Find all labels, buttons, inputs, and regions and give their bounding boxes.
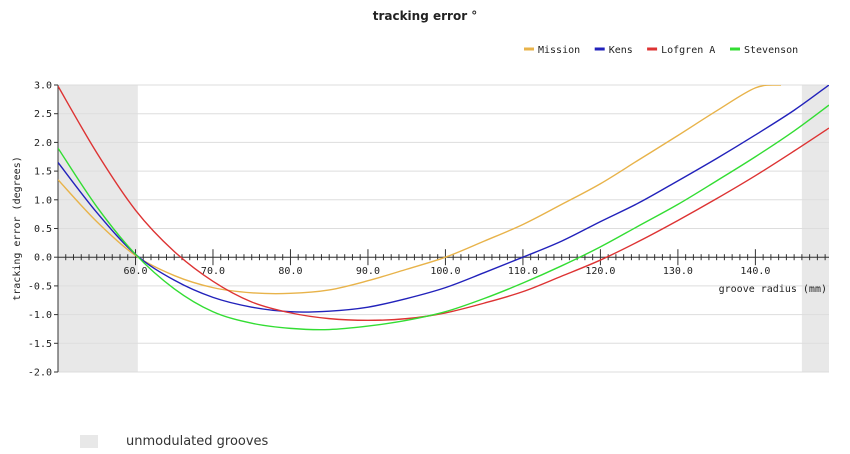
footer-legend: unmodulated grooves (80, 434, 268, 449)
legend-label-kens: Kens (609, 45, 633, 56)
x-tick-label: 70.0 (201, 266, 225, 277)
x-tick-label: 120.0 (585, 266, 615, 277)
y-axis-label: tracking error (degrees) (12, 156, 23, 301)
unmodulated-label: unmodulated grooves (126, 434, 269, 449)
x-tick-label: 140.0 (740, 266, 770, 277)
y-tick-label: -1.0 (28, 310, 52, 321)
y-tick-label: -2.0 (28, 368, 52, 379)
x-tick-label: 80.0 (278, 266, 302, 277)
x-tick-label: 100.0 (430, 266, 460, 277)
y-tick-label: -1.5 (28, 339, 52, 350)
y-tick-label: 0.5 (34, 224, 52, 235)
y-tick-label: 0.0 (34, 253, 52, 264)
y-tick-label: 2.0 (34, 138, 52, 149)
plot-area: 3.0 2.5 2.0 1.5 1.0 0.5 0.0 -0.5 -1.0 -1.5 -2.0 60.… (28, 81, 829, 379)
series-line-mission (58, 85, 782, 295)
y-tick-label: -0.5 (28, 281, 52, 292)
x-tick-label: 90.0 (356, 266, 380, 277)
series-line-kens (58, 85, 829, 313)
y-tick-label: 1.5 (34, 167, 52, 178)
x-tick-label: 60.0 (123, 266, 147, 277)
y-tick-label: 3.0 (34, 81, 52, 92)
chart-legend: Mission Kens Lofgren A Stevenson (524, 45, 798, 56)
y-tick-label: 1.0 (34, 195, 52, 206)
chart-title: tracking error ° (373, 9, 478, 23)
legend-label-stevenson: Stevenson (744, 45, 798, 56)
legend-label-lofgren-a: Lofgren A (661, 45, 715, 56)
x-axis-label: groove radius (mm) (719, 284, 827, 295)
y-tick-label: 2.5 (34, 109, 52, 120)
x-tick-label: 130.0 (663, 266, 693, 277)
x-tick-label: 110.0 (508, 266, 538, 277)
series-line-stevenson (58, 104, 829, 331)
tracking-error-chart: tracking error ° Mission Kens Lofgren A Ste… (12, 9, 829, 379)
series-line-lofgren-a (58, 85, 829, 322)
unmodulated-swatch (80, 435, 98, 448)
legend-label-mission: Mission (538, 45, 580, 56)
